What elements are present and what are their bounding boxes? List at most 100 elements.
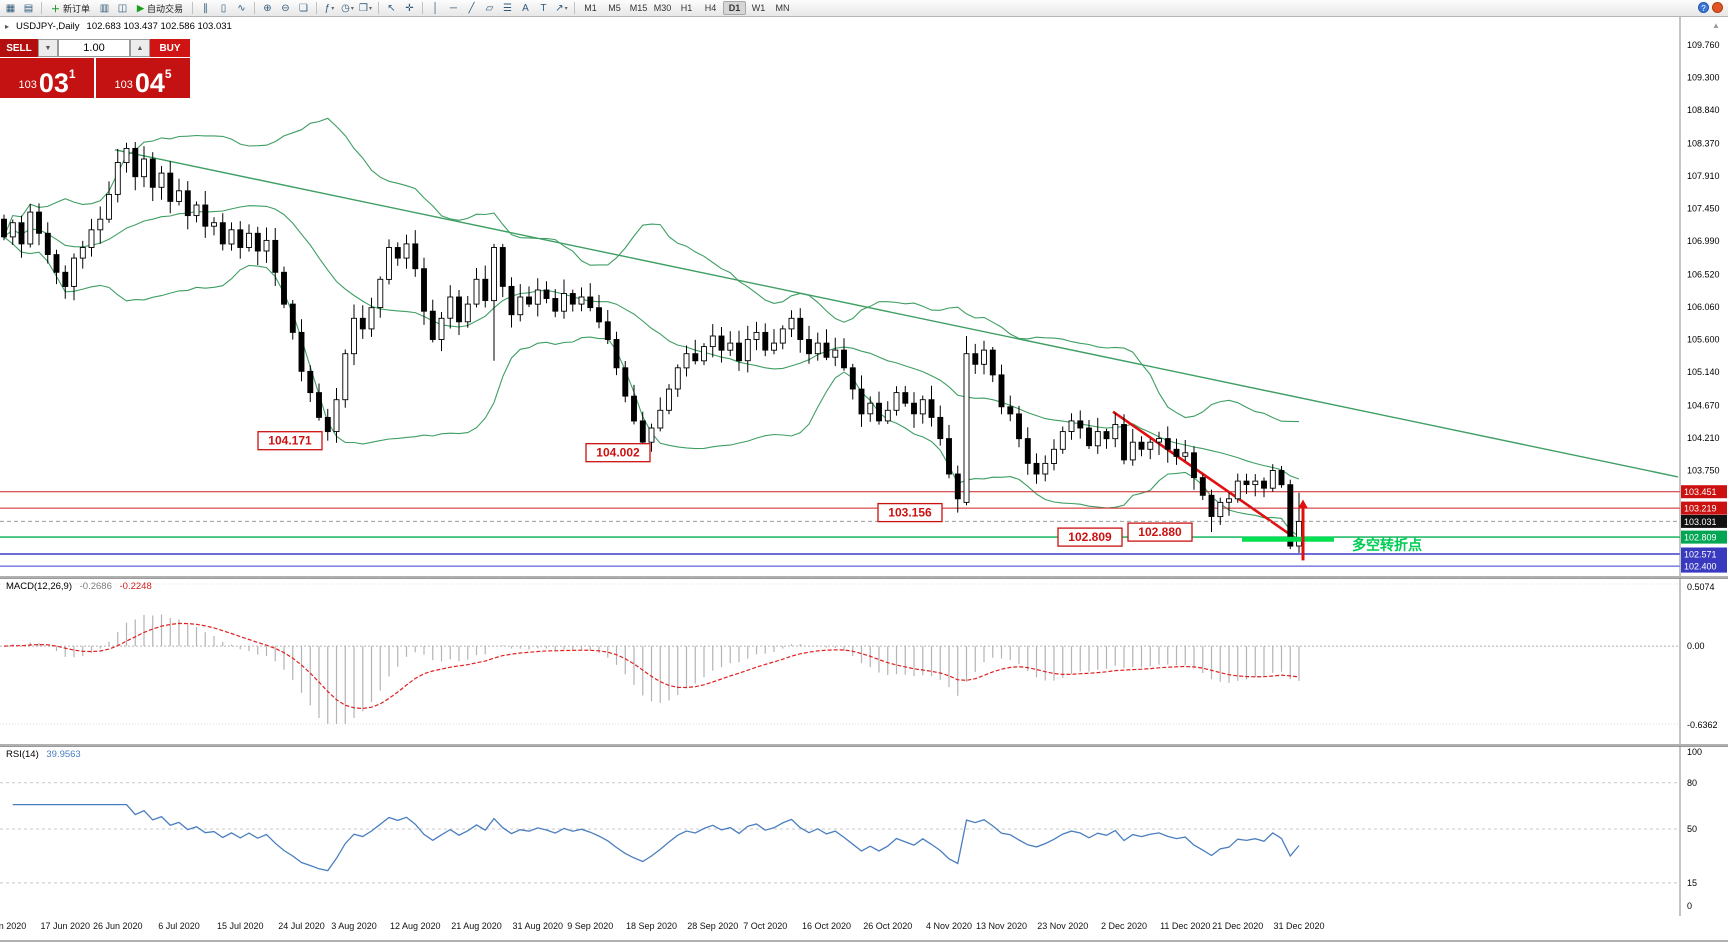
price-annotation[interactable]: 102.880 xyxy=(1127,522,1193,542)
buy-price-panel[interactable]: 103 04 5 xyxy=(96,58,190,98)
candlestick-chart-icon[interactable]: ▯ xyxy=(215,1,232,16)
label-icon[interactable]: T xyxy=(535,1,552,16)
macd-panel: 0.5074 0.00 -0.6362 MACD(12,26,9) -0.2686 … xyxy=(0,578,1728,744)
buy-button[interactable]: BUY xyxy=(150,39,190,57)
price-tick: 104.670 xyxy=(1687,400,1720,410)
date-label: 18 Sep 2020 xyxy=(625,921,678,931)
vertical-line-icon[interactable]: │ xyxy=(427,1,444,16)
price-annotation[interactable]: 103.156 xyxy=(877,502,943,523)
price-tick: 105.600 xyxy=(1687,335,1720,345)
rsi-canvas[interactable]: 100 80 50 15 0 xyxy=(0,746,1728,916)
channel-icon[interactable]: ▱ xyxy=(481,1,498,16)
market-watch-icon: ▥ xyxy=(99,2,110,14)
new-order-button[interactable]: ＋新订单 xyxy=(46,1,95,16)
profiles-icon[interactable]: ▤ xyxy=(20,1,37,16)
volume-input[interactable] xyxy=(58,39,130,57)
fibonacci-icon[interactable]: ☰ xyxy=(499,1,516,16)
svg-text:-0.6362: -0.6362 xyxy=(1687,720,1718,730)
market-watch-icon[interactable]: ▥ xyxy=(96,1,113,16)
date-label: 26 Oct 2020 xyxy=(863,921,913,931)
volume-decrease-button[interactable]: ▼ xyxy=(38,39,58,57)
price-annotation[interactable]: 104.171 xyxy=(257,431,323,451)
indicators-icon[interactable]: ƒ ▾ xyxy=(321,1,338,16)
price-chart-canvas[interactable]: 104.171 104.002 103.156 102.809 102.880 多空转折点… xyxy=(0,17,1728,576)
new-chart-icon[interactable]: ▦ xyxy=(2,1,19,16)
sell-button[interactable]: SELL xyxy=(0,39,38,57)
svg-text:104.171: 104.171 xyxy=(268,434,312,448)
buy-price-prefix: 103 xyxy=(114,79,133,91)
tile-windows-icon[interactable]: ❏ xyxy=(295,1,312,16)
chevron-down-icon: ▾ xyxy=(350,5,354,12)
trendline[interactable] xyxy=(114,149,1679,478)
price-annotation[interactable]: 104.002 xyxy=(585,443,651,463)
date-label: 17 Jun 2020 xyxy=(40,921,91,931)
info-icon[interactable]: ? xyxy=(1698,2,1709,13)
svg-text:102.880: 102.880 xyxy=(1138,525,1182,539)
svg-text:0: 0 xyxy=(1687,901,1692,911)
chart-window: 104.171 104.002 103.156 102.809 102.880 多空转折点… xyxy=(0,17,1728,576)
timeframe-w1[interactable]: W1 xyxy=(751,3,766,13)
chart-ohlc-readout: ▸ USDJPY-,Daily 102.683 103.437 102.586 … xyxy=(5,21,232,32)
arrows-icon[interactable]: ↗ ▾ xyxy=(553,1,570,16)
trendline[interactable] xyxy=(1112,410,1304,545)
up-arrow[interactable] xyxy=(1298,499,1308,561)
trendline-icon[interactable]: ╱ xyxy=(463,1,480,16)
toolbar-separator xyxy=(315,2,317,14)
date-label: 21 Aug 2020 xyxy=(451,921,502,931)
data-window-icon[interactable]: ◫ xyxy=(114,1,131,16)
timeframe-h1[interactable]: H1 xyxy=(680,3,693,13)
price-tag: 102.809 xyxy=(1681,530,1727,544)
price-tag: 102.571 xyxy=(1681,547,1727,561)
date-label: 24 Jul 2020 xyxy=(278,921,325,931)
bar-chart-icon[interactable]: ∥ xyxy=(197,1,214,16)
fibonacci-icon: ☰ xyxy=(502,2,512,14)
zoom-out-icon[interactable]: ⊖ xyxy=(277,1,294,16)
toolbar-separator xyxy=(191,2,193,14)
toolbar-separator xyxy=(573,2,575,14)
symbol-title: USDJPY-,Daily xyxy=(16,21,80,32)
channel-icon: ▱ xyxy=(485,2,494,14)
periods-icon[interactable]: ◷ ▾ xyxy=(339,1,356,16)
line-chart-icon[interactable]: ∿ xyxy=(233,1,250,16)
volume-increase-button[interactable]: ▲ xyxy=(130,39,150,57)
scroll-up-marker[interactable]: ▲ xyxy=(1712,21,1720,30)
templates-icon[interactable]: ❒ ▾ xyxy=(357,1,374,16)
text-icon[interactable]: A xyxy=(517,1,534,16)
ohlc-marker-icon: ▸ xyxy=(5,22,10,31)
timeframe-h4[interactable]: H4 xyxy=(704,3,717,13)
price-tag: 103.031 xyxy=(1681,514,1727,528)
one-click-trading-widget: SELL ▼ ▲ BUY 103 03 1 103 04 5 xyxy=(0,39,190,98)
timeframe-m30[interactable]: M30 xyxy=(653,3,672,13)
timeframe-m15[interactable]: M15 xyxy=(629,3,648,13)
zoom-in-icon[interactable]: ⊕ xyxy=(259,1,276,16)
svg-text:50: 50 xyxy=(1687,824,1697,834)
crosshair-icon[interactable]: ✛ xyxy=(401,1,418,16)
cn-note: 多空转折点 xyxy=(1352,537,1422,553)
date-label: 13 Nov 2020 xyxy=(975,921,1028,931)
timeframe-m5[interactable]: M5 xyxy=(608,3,621,13)
date-label: 2 Dec 2020 xyxy=(1100,921,1148,931)
cursor-icon[interactable]: ↖ xyxy=(383,1,400,16)
date-label: 16 Oct 2020 xyxy=(801,921,852,931)
horizontal-line-icon[interactable]: ─ xyxy=(445,1,462,16)
sell-price-big: 03 xyxy=(38,68,69,99)
autotrade-button-label: 自动交易 xyxy=(146,3,183,14)
timeframe-mn[interactable]: MN xyxy=(775,3,790,13)
macd-canvas[interactable]: 0.5074 0.00 -0.6362 xyxy=(0,578,1728,744)
timeframe-d1[interactable]: D1 xyxy=(722,1,746,15)
price-tick: 109.760 xyxy=(1687,40,1720,50)
price-annotation[interactable]: 102.809 xyxy=(1057,527,1123,547)
sell-price-panel[interactable]: 103 03 1 xyxy=(0,58,94,98)
timeframe-m1[interactable]: M1 xyxy=(584,3,597,13)
macd-histogram xyxy=(12,614,1300,724)
macd-label: MACD(12,26,9) -0.2686 -0.2248 xyxy=(6,581,152,592)
date-label: 6 Jul 2020 xyxy=(158,921,200,931)
autotrade-button[interactable]: ▶ 自动交易 xyxy=(132,1,188,16)
candlesticks xyxy=(1,142,1302,553)
date-label: 21 Dec 2020 xyxy=(1212,921,1264,931)
price-tag: 103.451 xyxy=(1681,485,1727,499)
alert-icon[interactable] xyxy=(1712,2,1723,13)
bollinger-bands xyxy=(3,117,1300,537)
line-chart-icon: ∿ xyxy=(237,2,246,14)
